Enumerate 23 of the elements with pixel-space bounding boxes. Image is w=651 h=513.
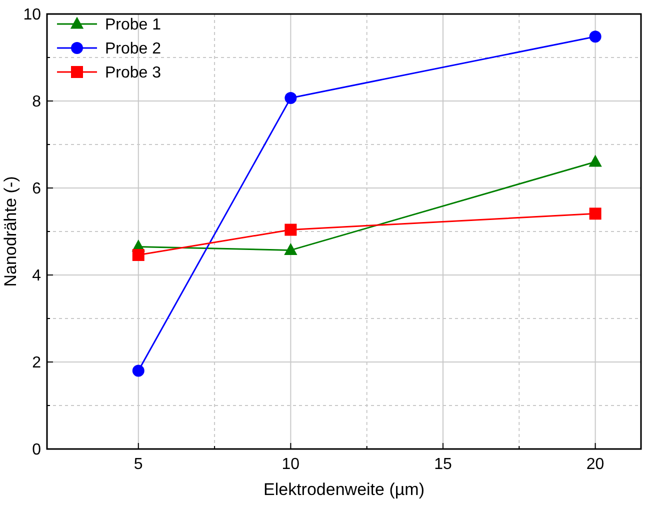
x-tick-label: 10	[282, 456, 300, 473]
y-tick-label: 10	[23, 6, 42, 24]
y-tick-label: 6	[32, 180, 42, 198]
y-tick-label: 0	[32, 442, 42, 459]
legend-label: Probe 3	[105, 64, 162, 82]
point	[284, 224, 297, 236]
y-tick-label: 4	[32, 268, 42, 285]
legend-label: Probe 2	[105, 40, 162, 58]
point	[284, 243, 298, 256]
x-axis-title: Elektrodenweite (µm)	[264, 480, 424, 499]
point	[588, 154, 602, 167]
x-tick-label: 15	[434, 456, 452, 473]
point	[589, 208, 602, 220]
point	[284, 92, 297, 104]
y-tick-label: 2	[32, 354, 42, 372]
legend-label: Probe 1	[105, 16, 162, 34]
x-tick-label: 5	[134, 456, 143, 473]
y-axis-title: Nanodrähte (-)	[1, 176, 20, 287]
point	[589, 30, 602, 43]
point	[132, 248, 144, 261]
point	[132, 364, 144, 377]
y-tick-label: 8	[32, 94, 42, 111]
x-tick-label: 20	[586, 456, 604, 473]
